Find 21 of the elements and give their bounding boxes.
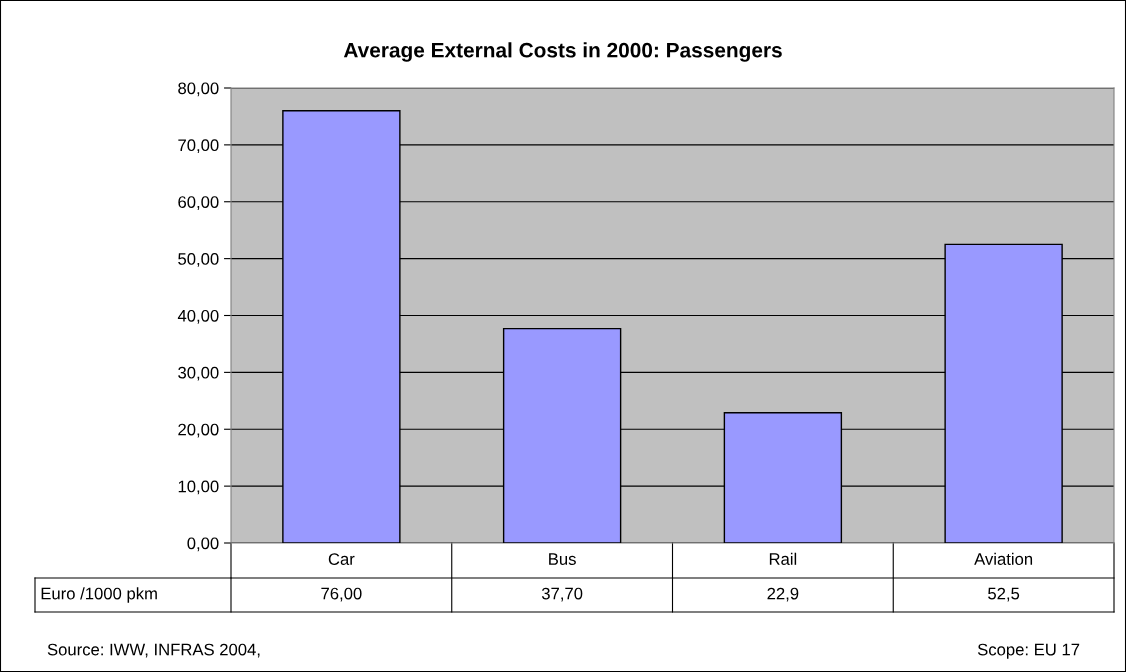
text: 76,00: [321, 587, 362, 602]
text: Scope: EU 17: [977, 643, 1080, 659]
text: 37,70: [541, 587, 583, 602]
y-tick-label: 50,00: [178, 253, 219, 267]
y-tick-label: 60,00: [178, 196, 219, 210]
x-tick-label: Bus: [549, 553, 576, 565]
y-tick-label: 30,00: [178, 366, 219, 381]
text: 52,5: [988, 587, 1020, 602]
source-note: Source: IWW, INFRAS 2004,: [47, 643, 260, 658]
y-tick-label: 20,00: [178, 423, 219, 438]
x-tick-label: Aviation: [974, 552, 1033, 565]
x-tick-label: Rail: [769, 552, 797, 565]
chart-title: Average External Costs in 2000: Passengers: [343, 42, 782, 62]
x-tick-label: Car: [328, 553, 355, 565]
y-tick-label: 0,00: [187, 537, 219, 552]
y-tick-label: 80,00: [178, 82, 219, 97]
text: 22,9: [767, 587, 799, 602]
legend-label: Euro /1000 pkm: [41, 587, 157, 603]
y-tick-label: 40,00: [177, 309, 219, 324]
y-tick-label: 10,00: [178, 480, 219, 495]
y-tick-label: 70,00: [178, 139, 219, 154]
